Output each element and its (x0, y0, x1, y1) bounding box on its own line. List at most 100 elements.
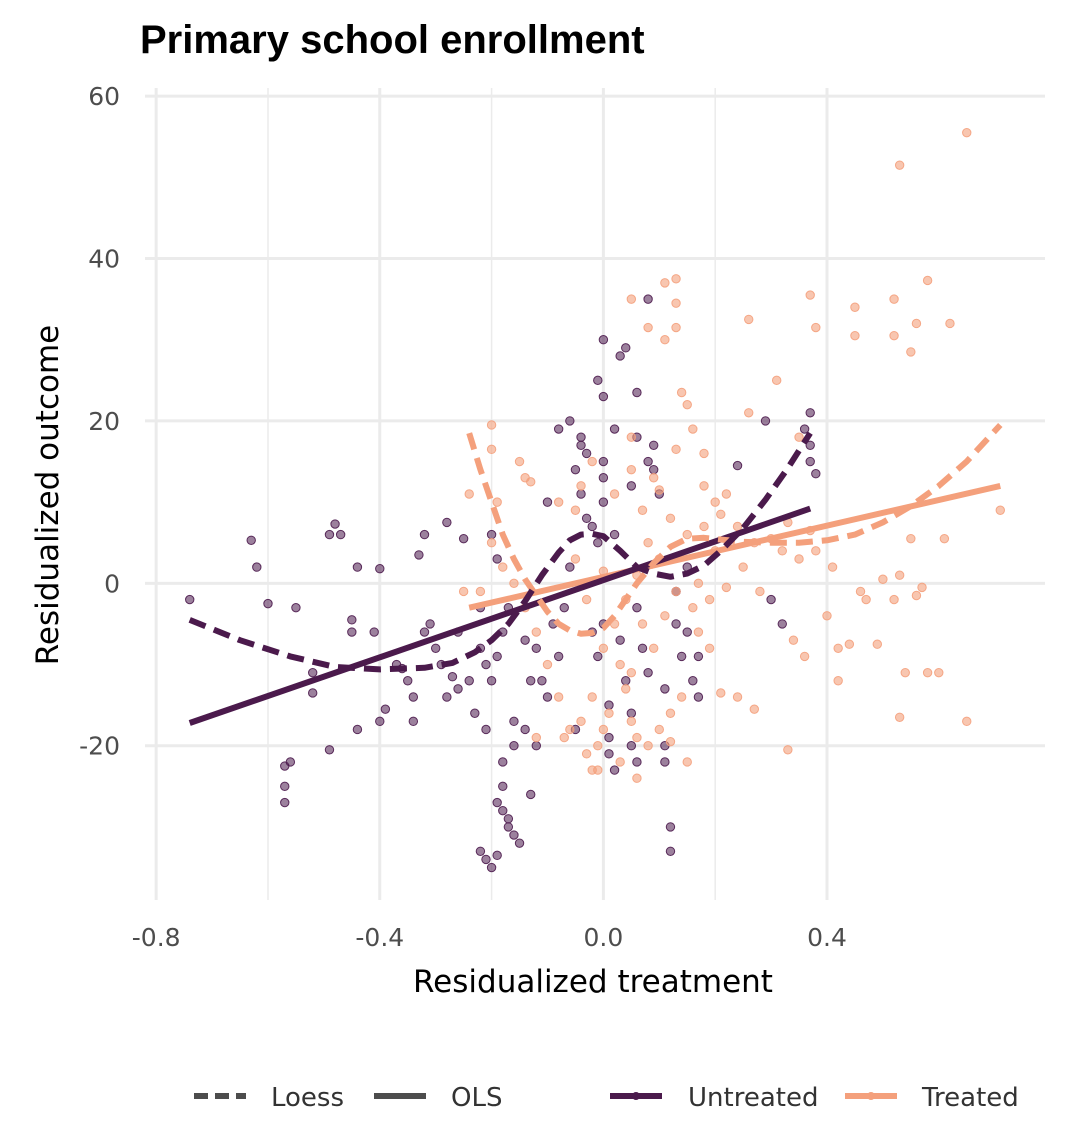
treated-point (822, 611, 832, 621)
untreated-point (509, 830, 519, 840)
treated-point (671, 298, 681, 308)
untreated-point (542, 497, 553, 507)
x-tick-label: -0.4 (355, 923, 404, 952)
untreated-point (492, 651, 502, 662)
untreated-point (347, 627, 357, 637)
treated-point (710, 497, 720, 507)
treated-point (995, 505, 1005, 515)
untreated-point (369, 627, 379, 637)
treated-point (542, 659, 553, 670)
untreated-point (324, 745, 335, 755)
treated-point (716, 688, 726, 698)
untreated-point (308, 688, 318, 698)
untreated-point (537, 676, 547, 686)
treated-point (498, 562, 508, 572)
treated-point (665, 736, 676, 747)
untreated-point (766, 594, 776, 605)
treated-point (688, 424, 698, 434)
treated-point (565, 724, 575, 735)
untreated-point (609, 765, 620, 775)
untreated-point (621, 343, 631, 353)
treated-point (626, 464, 637, 475)
untreated-point (352, 562, 363, 572)
untreated-point (643, 667, 653, 678)
treated-point (699, 521, 709, 532)
untreated-point (626, 481, 637, 491)
chart-title: Primary school enrollment (140, 18, 645, 62)
untreated-point (531, 741, 542, 751)
untreated-point (285, 757, 296, 767)
treated-loess-line (466, 422, 1003, 637)
treated-point (833, 643, 843, 653)
treated-point (615, 757, 625, 767)
treated-point (861, 594, 871, 605)
untreated-point (559, 602, 569, 613)
treated-point (900, 667, 910, 678)
treated-point (643, 322, 653, 333)
treated-point (805, 290, 815, 300)
legend-treated-point (867, 1092, 875, 1100)
untreated-point (693, 692, 704, 702)
treated-point (458, 586, 469, 597)
untreated-point (492, 797, 502, 808)
treated-point (755, 586, 765, 597)
untreated-point (352, 724, 363, 735)
untreated-point (475, 846, 486, 856)
x-tick-label: 0.4 (807, 923, 847, 952)
y-axis-ticks: -20 0 20 40 60 (79, 82, 120, 761)
treated-point (894, 160, 905, 170)
untreated-point (660, 757, 670, 767)
untreated-point (570, 464, 581, 475)
untreated-point (593, 538, 603, 548)
untreated-point (581, 448, 592, 459)
treated-point (492, 497, 502, 507)
treated-point (593, 741, 603, 751)
treated-point (889, 294, 899, 304)
treated-point (632, 773, 642, 783)
treated-point (894, 570, 905, 580)
untreated-point (486, 862, 497, 873)
y-tick-label: 20 (88, 407, 120, 436)
untreated-point (291, 602, 301, 613)
treated-point (648, 643, 659, 653)
untreated-point (280, 781, 290, 792)
untreated-point (464, 676, 474, 686)
untreated-point (805, 456, 815, 467)
untreated-point (598, 473, 609, 483)
untreated-point (626, 708, 637, 718)
untreated-point (609, 424, 620, 434)
untreated-point (252, 562, 262, 572)
treated-point (553, 497, 564, 507)
treated-point (581, 749, 592, 759)
legend-untreated-point (632, 1092, 640, 1100)
treated-point (704, 594, 715, 605)
treated-point (850, 330, 860, 341)
treated-point (962, 127, 972, 138)
untreated-point (375, 564, 385, 574)
treated-point (704, 643, 715, 653)
treated-point (799, 651, 810, 662)
treated-point (643, 741, 653, 751)
untreated-point (660, 684, 670, 694)
untreated-point (799, 424, 810, 434)
treated-point (777, 546, 787, 556)
treated-point (844, 639, 855, 649)
treated-point (878, 574, 888, 584)
untreated-point (604, 749, 614, 759)
treated-point (632, 732, 642, 743)
treated-point (486, 444, 497, 455)
treated-point (598, 724, 609, 735)
treated-point (598, 643, 609, 653)
treated-point (514, 456, 525, 467)
treated-point (626, 294, 637, 304)
x-tick-label: -0.8 (132, 923, 181, 952)
untreated-point (246, 535, 256, 545)
treated-point (553, 692, 564, 702)
treated-point (671, 586, 681, 597)
untreated-point (414, 550, 424, 560)
untreated-point (481, 724, 491, 735)
treated-point (581, 594, 592, 605)
treated-point (922, 275, 933, 286)
treated-point (626, 432, 637, 442)
untreated-point (615, 351, 625, 361)
